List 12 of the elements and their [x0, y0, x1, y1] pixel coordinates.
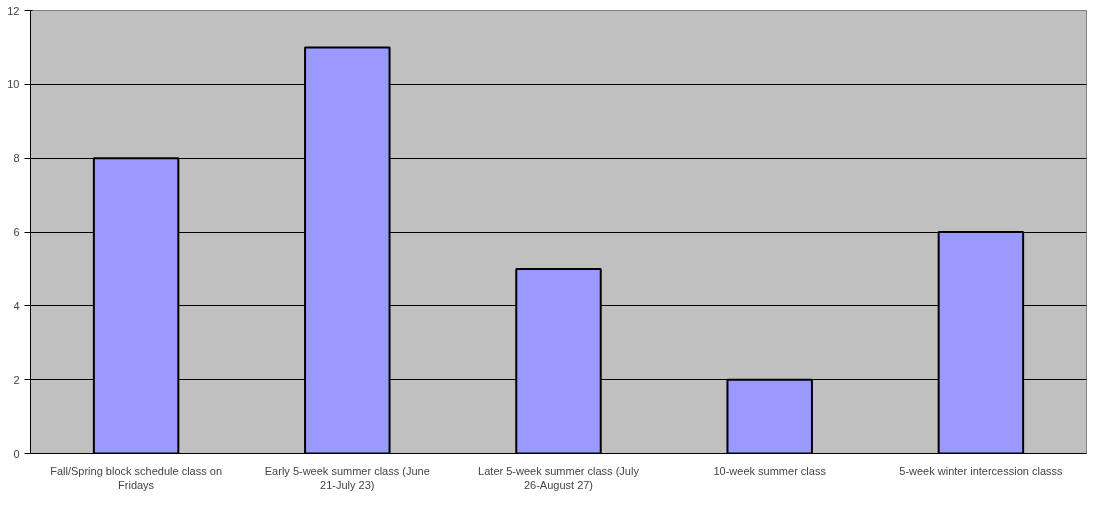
y-tick-label: 8: [13, 152, 20, 165]
y-tick-label: 4: [13, 299, 20, 312]
x-tick-label: Fall/Spring block schedule class on Fridays: [50, 464, 223, 491]
x-tick-label: 10-week summer class: [713, 464, 827, 477]
y-tick-label: 0: [13, 447, 20, 460]
y-tick-label: 6: [13, 226, 20, 238]
x-tick-label: Early 5-week summer class (June 21-July 23): [264, 464, 430, 491]
x-tick-label: Later 5-week summer class (July 26-August 27): [478, 464, 640, 491]
y-tick-label: 2: [13, 373, 20, 386]
y-tick-label: 12: [7, 4, 20, 17]
y-tick-label: 10: [7, 78, 20, 91]
x-tick-label: 5-week winter intercession classs: [899, 464, 1064, 477]
